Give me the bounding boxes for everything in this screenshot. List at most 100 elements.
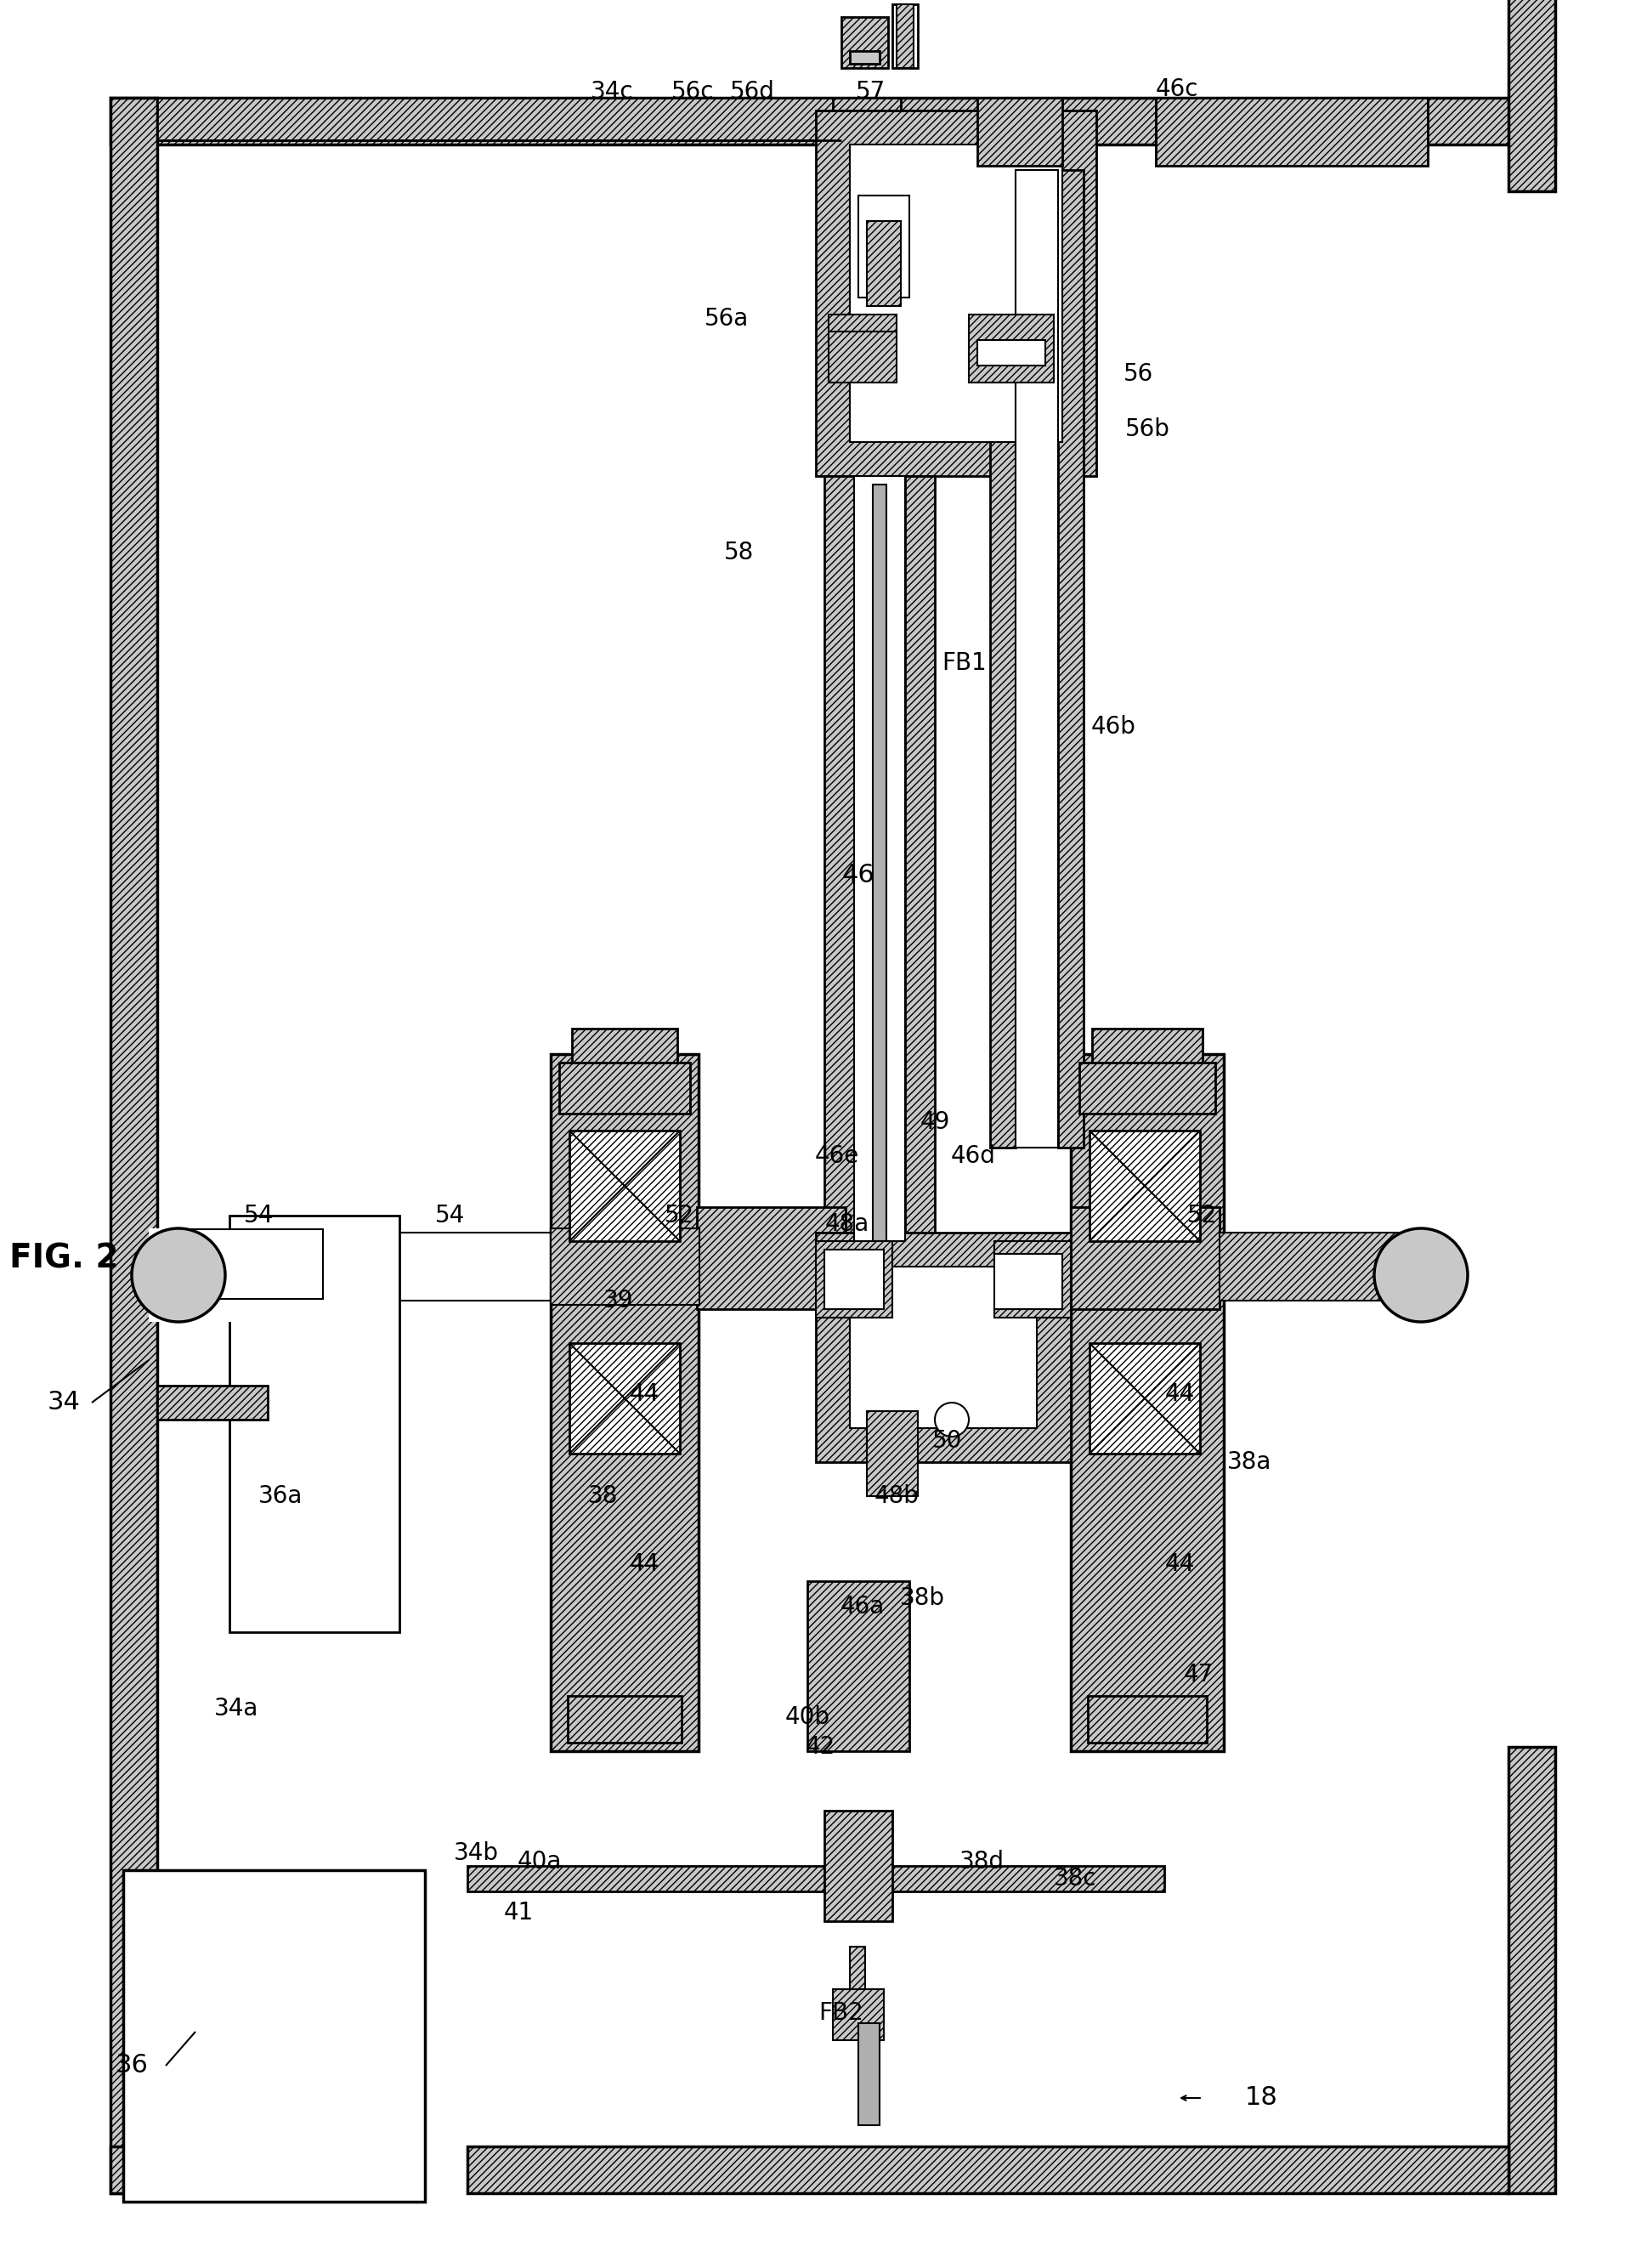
Bar xyxy=(170,1229,323,1300)
Text: 39: 39 xyxy=(603,1288,634,1313)
Text: 56c: 56c xyxy=(672,79,715,104)
Bar xyxy=(229,1216,400,1633)
Bar xyxy=(156,145,1509,2146)
Text: 44: 44 xyxy=(629,1551,659,1576)
Bar xyxy=(842,16,888,68)
Bar xyxy=(825,1250,884,1309)
Bar xyxy=(550,1055,698,1751)
Text: 44: 44 xyxy=(629,1381,659,1406)
Text: 48b: 48b xyxy=(875,1483,919,1508)
Bar xyxy=(866,1411,917,1497)
Bar xyxy=(468,2146,1509,2193)
Text: 34b: 34b xyxy=(453,1842,499,1864)
Text: 56d: 56d xyxy=(730,79,774,104)
Text: 54: 54 xyxy=(244,1204,273,1227)
Text: 34: 34 xyxy=(48,1390,81,1415)
Bar xyxy=(850,145,1062,442)
Bar xyxy=(697,1207,845,1309)
Text: 44: 44 xyxy=(1164,1381,1194,1406)
Bar xyxy=(1087,1696,1207,1742)
Bar xyxy=(1071,1207,1219,1309)
Bar xyxy=(815,1232,1071,1463)
Bar xyxy=(995,1254,1062,1309)
Bar xyxy=(468,1867,1164,1892)
Text: 46d: 46d xyxy=(950,1143,995,1168)
Text: 34c: 34c xyxy=(590,79,634,104)
Text: 47: 47 xyxy=(1183,1662,1214,1687)
Bar xyxy=(570,1132,680,1241)
Text: 41: 41 xyxy=(504,1901,534,1926)
Bar xyxy=(906,476,935,1241)
Text: 38: 38 xyxy=(588,1483,618,1508)
Text: 52: 52 xyxy=(1187,1204,1217,1227)
Bar xyxy=(560,1064,690,1114)
Bar xyxy=(148,1229,234,1322)
Bar xyxy=(1156,98,1428,166)
Bar xyxy=(156,1386,268,1420)
Bar xyxy=(990,170,1016,1148)
Bar xyxy=(850,1266,1038,1429)
Bar xyxy=(110,2146,156,2193)
Circle shape xyxy=(1374,1229,1467,1322)
Text: 58: 58 xyxy=(725,540,754,565)
Text: 46c: 46c xyxy=(1156,77,1199,102)
Text: 18: 18 xyxy=(1245,2087,1278,2109)
Text: 42: 42 xyxy=(805,1735,835,1758)
Text: 57: 57 xyxy=(856,79,886,104)
Text: FB2: FB2 xyxy=(819,2000,863,2025)
Text: 38c: 38c xyxy=(1054,1867,1097,1892)
Text: 46: 46 xyxy=(842,864,875,887)
Bar xyxy=(995,1241,1071,1318)
Text: 46a: 46a xyxy=(840,1594,884,1619)
Text: 46b: 46b xyxy=(1090,714,1136,739)
Bar xyxy=(855,476,906,1241)
Bar xyxy=(1057,170,1084,1148)
Bar xyxy=(568,1696,682,1742)
Bar xyxy=(550,1229,700,1304)
Text: 38a: 38a xyxy=(1227,1449,1271,1474)
Bar xyxy=(828,331,896,383)
Bar xyxy=(896,5,914,68)
Text: 52: 52 xyxy=(665,1204,695,1227)
Text: 36a: 36a xyxy=(259,1483,303,1508)
Bar xyxy=(866,220,901,306)
Bar xyxy=(1071,1055,1224,1751)
Text: 49: 49 xyxy=(919,1111,950,1134)
Text: 34a: 34a xyxy=(214,1696,259,1721)
Bar xyxy=(825,476,855,1241)
Bar xyxy=(570,1343,680,1454)
Bar xyxy=(873,485,886,1241)
Bar xyxy=(968,315,1054,383)
Bar xyxy=(124,1871,425,2202)
Circle shape xyxy=(935,1402,968,1436)
Bar xyxy=(825,1810,893,1921)
Bar xyxy=(858,195,909,297)
Text: 54: 54 xyxy=(435,1204,466,1227)
Bar xyxy=(1092,1030,1202,1064)
Bar xyxy=(1219,1232,1423,1300)
Text: 46e: 46e xyxy=(815,1143,860,1168)
Bar xyxy=(110,98,156,2193)
Bar xyxy=(833,1989,884,2041)
Circle shape xyxy=(132,1229,226,1322)
Bar xyxy=(850,50,879,64)
Bar xyxy=(178,1232,688,1300)
Bar xyxy=(1079,1064,1215,1114)
Bar xyxy=(110,98,1555,145)
Text: 56: 56 xyxy=(1123,363,1155,386)
Text: 44: 44 xyxy=(1164,1551,1194,1576)
Text: 56b: 56b xyxy=(1125,417,1169,442)
Text: 56a: 56a xyxy=(705,306,749,331)
Bar xyxy=(977,340,1046,365)
Text: 36: 36 xyxy=(115,2053,148,2077)
Text: 48a: 48a xyxy=(825,1211,870,1236)
Bar xyxy=(1016,170,1057,1148)
Bar xyxy=(156,98,842,141)
Text: 40a: 40a xyxy=(517,1851,562,1873)
Bar xyxy=(815,111,1097,476)
Bar xyxy=(858,2023,879,2125)
Bar xyxy=(833,98,901,170)
Text: FB1: FB1 xyxy=(942,651,987,676)
Text: 38b: 38b xyxy=(899,1585,945,1610)
Bar xyxy=(1090,1132,1201,1241)
